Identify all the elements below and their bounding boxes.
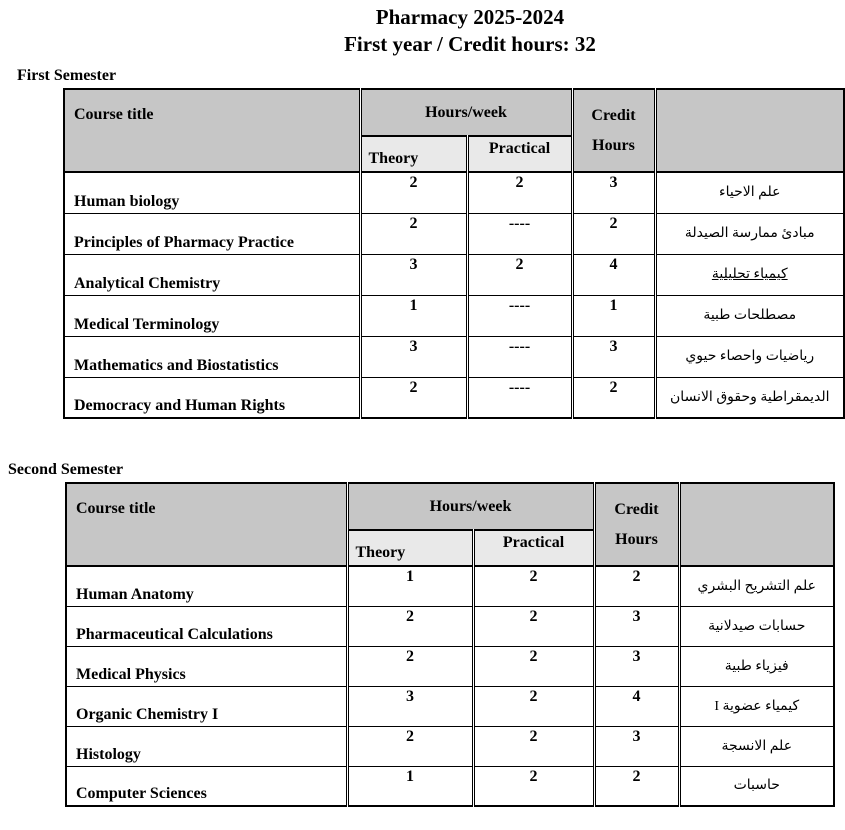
theory-hours-cell: 1 [345,565,474,607]
theory-hours-cell: 2 [345,645,474,687]
course-title-cell: Human biology [63,171,361,214]
course-title-cell: Medical Terminology [63,294,361,337]
practical-hours-cell: 2 [471,565,595,607]
course-title-cell: Medical Physics [65,645,348,687]
first-semester-rows: Human biology 2 2 3 علم الاحياء Principl… [63,171,845,419]
credit-hours-cell: 4 [592,685,680,727]
theory-hours-cell: 2 [358,212,468,255]
table-row: Human biology 2 2 3 علم الاحياء [63,171,845,214]
arabic-title-cell: حسابات صيدلانية [677,605,835,647]
arabic-title-cell: فيزياء طبية [677,645,835,687]
arabic-title-cell: مبادئ ممارسة الصيدلة [653,212,845,255]
arabic-title-cell: علم التشريح البشري [677,565,835,607]
hours-week-header: Hours/week [358,88,573,137]
theory-hours-cell: 3 [358,335,468,378]
arabic-title-cell: حاسبات [677,765,835,807]
document-title: Pharmacy 2025-2024 First year / Credit h… [95,4,845,58]
table-row: Computer Sciences 1 2 2 حاسبات [65,765,835,807]
table-row: Human Anatomy 1 2 2 علم التشريح البشري [65,565,835,607]
course-title-cell: Histology [65,725,348,767]
theory-hours-cell: 2 [345,605,474,647]
arabic-title-cell: مصطلحات طبية [653,294,845,337]
theory-hours-cell: 1 [345,765,474,807]
practical-header: Practical [465,135,573,173]
table-row: Mathematics and Biostatistics 3 ---- 3 ر… [63,335,845,378]
practical-hours-cell: 2 [465,171,573,214]
course-title-cell: Computer Sciences [65,765,348,807]
arabic-title-cell: علم الانسجة [677,725,835,767]
theory-hours-cell: 3 [358,253,468,296]
theory-hours-cell: 3 [345,685,474,727]
credit-hours-cell: 3 [592,645,680,687]
table-row: Histology 2 2 3 علم الانسجة [65,725,835,767]
course-title-header: Course title [63,88,361,173]
arabic-title-header [677,482,835,567]
practical-hours-cell: 2 [465,253,573,296]
table-row: Medical Terminology 1 ---- 1 مصطلحات طبي… [63,294,845,337]
theory-header: Theory [345,529,474,567]
credit-hours-cell: 3 [570,335,656,378]
practical-hours-cell: 2 [471,725,595,767]
practical-hours-cell: 2 [471,685,595,727]
course-title-header: Course title [65,482,348,567]
table-header: Course title Hours/week Credit Hours The… [65,482,835,567]
practical-hours-cell: ---- [465,212,573,255]
credit-hours-cell: 2 [592,565,680,607]
credit-hours-header: Credit Hours [570,88,656,173]
arabic-title-cell: الديمقراطية وحقوق الانسان [653,376,845,419]
arabic-title-cell: كيمياء تحليلية [653,253,845,296]
hours-week-header: Hours/week [345,482,595,531]
arabic-title-cell: رياضيات واحصاء حيوي [653,335,845,378]
arabic-title-cell: كيمياء عضوية I [677,685,835,727]
theory-hours-cell: 2 [358,171,468,214]
title-line-2: First year / Credit hours: 32 [344,32,596,56]
course-title-cell: Human Anatomy [65,565,348,607]
table-header: Course title Hours/week Credit Hours The… [63,88,845,173]
table-row: Principles of Pharmacy Practice 2 ---- 2… [63,212,845,255]
credit-hours-cell: 3 [570,171,656,214]
practical-hours-cell: 2 [471,605,595,647]
credit-hours-cell: 2 [570,376,656,419]
practical-hours-cell: ---- [465,294,573,337]
table-row: Pharmaceutical Calculations 2 2 3 حسابات… [65,605,835,647]
course-title-cell: Pharmaceutical Calculations [65,605,348,647]
credit-hours-cell: 3 [592,725,680,767]
theory-hours-cell: 1 [358,294,468,337]
first-semester-label: First Semester [17,67,117,84]
practical-hours-cell: ---- [465,376,573,419]
credit-hours-cell: 4 [570,253,656,296]
course-title-cell: Analytical Chemistry [63,253,361,296]
credit-hours-cell: 2 [570,212,656,255]
table-row: Organic Chemistry I 3 2 4 كيمياء عضوية I [65,685,835,727]
table-row: Analytical Chemistry 3 2 4 كيمياء تحليلي… [63,253,845,296]
second-semester-rows: Human Anatomy 1 2 2 علم التشريح البشري P… [65,565,835,807]
second-semester-label: Second Semester [8,461,124,478]
credit-hours-cell: 1 [570,294,656,337]
course-title-cell: Democracy and Human Rights [63,376,361,419]
table-row: Medical Physics 2 2 3 فيزياء طبية [65,645,835,687]
course-title-cell: Principles of Pharmacy Practice [63,212,361,255]
practical-header: Practical [471,529,595,567]
second-semester-table: Course title Hours/week Credit Hours The… [65,482,835,807]
credit-hours-header: Credit Hours [592,482,680,567]
practical-hours-cell: 2 [471,645,595,687]
theory-header: Theory [358,135,468,173]
course-title-cell: Mathematics and Biostatistics [63,335,361,378]
practical-hours-cell: 2 [471,765,595,807]
practical-hours-cell: ---- [465,335,573,378]
credit-hours-cell: 3 [592,605,680,647]
credit-hours-cell: 2 [592,765,680,807]
arabic-title-cell: علم الاحياء [653,171,845,214]
first-semester-table: Course title Hours/week Credit Hours The… [63,88,845,419]
arabic-title-header [653,88,845,173]
theory-hours-cell: 2 [345,725,474,767]
title-line-1: Pharmacy 2025-2024 [375,5,565,29]
theory-hours-cell: 2 [358,376,468,419]
course-title-cell: Organic Chemistry I [65,685,348,727]
table-row: Democracy and Human Rights 2 ---- 2 الدي… [63,376,845,419]
